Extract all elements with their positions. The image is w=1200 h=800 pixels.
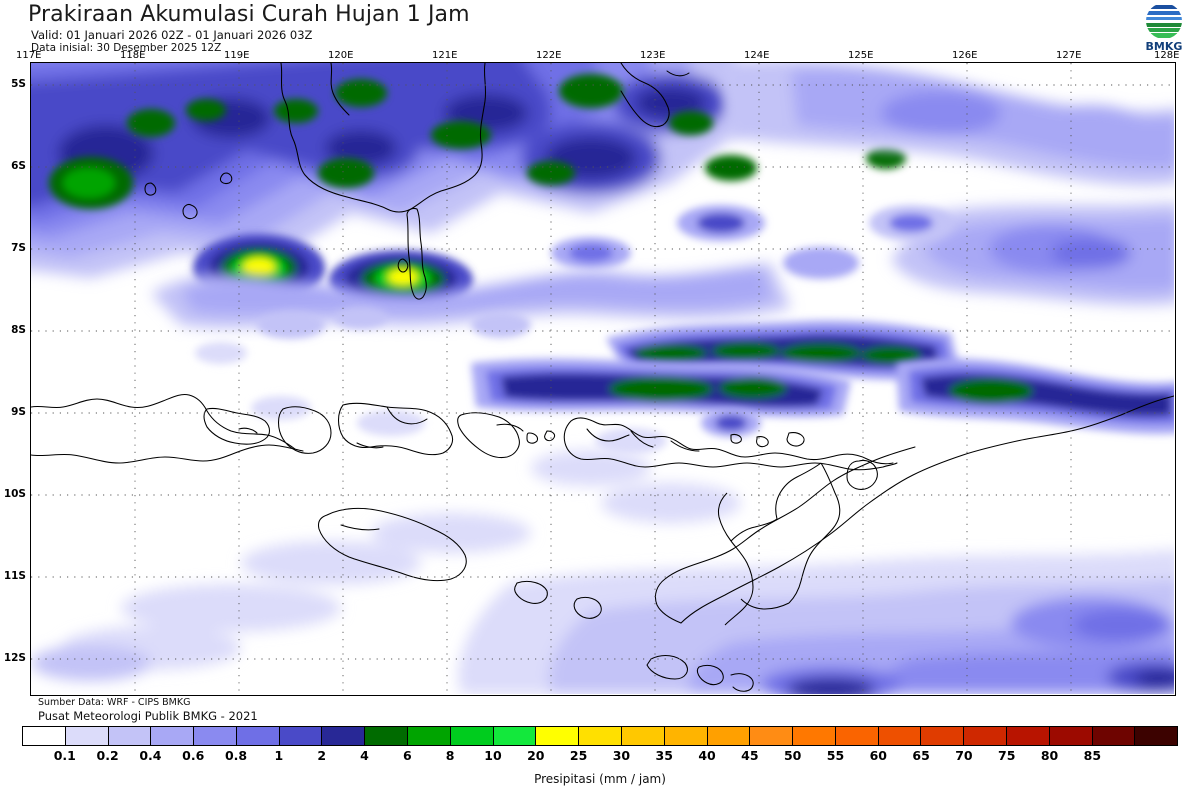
initial-data-text: Data inisial: 30 Desember 2025 12Z [31,42,222,54]
colorbar-tick-75: 75 [998,748,1016,763]
organization-text: Pusat Meteorologi Publik BMKG - 2021 [38,709,258,723]
coastlines [31,63,1174,692]
colorbar-swatch-0[interactable] [23,727,66,745]
colorbar-swatch-23[interactable] [1006,727,1050,745]
lon-label-124e: 124E [744,50,770,61]
lon-label-119e: 119E [224,50,250,61]
colorbar-swatch-21[interactable] [921,727,965,745]
colorbar-tick-0.1: 0.1 [53,748,76,763]
border-line [717,460,878,626]
colorbar-swatch-13[interactable] [579,727,622,745]
colorbar-swatch-4[interactable] [194,727,237,745]
precipitation-map[interactable] [30,62,1176,696]
colorbar-tick-85: 85 [1083,748,1102,763]
lat-label-7s: 7S [11,242,26,254]
colorbar-swatch-14[interactable] [621,727,665,745]
lat-label-10s: 10S [3,488,26,500]
colorbar-tick-4: 4 [360,748,369,763]
colorbar-swatch-25[interactable] [1092,727,1136,745]
colorbar-swatch-1[interactable] [65,727,109,745]
colorbar-tick-0.6: 0.6 [182,748,205,763]
lon-label-126e: 126E [952,50,978,61]
colorbar-swatch-8[interactable] [365,727,409,745]
map-canvas [31,63,1174,694]
colorbar-swatch-18[interactable] [793,727,836,745]
lat-label-9s: 9S [11,406,26,418]
lon-label-120e: 120E [328,50,354,61]
colorbar-tick-20: 20 [527,748,545,763]
colorbar-swatch-3[interactable] [151,727,195,745]
colorbar[interactable] [22,726,1178,746]
lon-label-123e: 123E [640,50,666,61]
colorbar-swatch-26[interactable] [1135,727,1178,745]
colorbar-swatch-2[interactable] [108,727,152,745]
lat-label-11s: 11S [3,570,26,582]
colorbar-tick-40: 40 [698,748,716,763]
bmkg-logo-text: BMKG [1145,40,1183,53]
colorbar-tick-0.4: 0.4 [139,748,162,763]
lat-label-6s: 6S [11,160,26,172]
colorbar-tick-6: 6 [402,748,412,763]
data-source-text: Sumber Data: WRF - CIPS BMKG [38,697,191,708]
colorbar-tick-45: 45 [741,748,759,763]
colorbar-swatch-16[interactable] [707,727,751,745]
lon-label-127e: 127E [1056,50,1082,61]
lon-label-118e: 118E [120,50,146,61]
bmkg-logo-disc-icon [1146,3,1182,39]
colorbar-ticks: 0.1 0.2 0.4 0.6 0.8 1 2 4 6 8 10 20 25 30 35 40 45 50 55 60… [22,748,1178,764]
colorbar-tick-0.8: 0.8 [224,748,248,763]
colorbar-swatch-7[interactable] [322,727,366,745]
graticule [31,63,1174,694]
colorbar-swatch-12[interactable] [536,727,580,745]
colorbar-swatch-17[interactable] [750,727,794,745]
colorbar-swatch-9[interactable] [408,727,451,745]
lat-label-5s: 5S [11,78,26,90]
page-title: Prakiraan Akumulasi Curah Hujan 1 Jam [28,2,470,27]
colorbar-tick-10: 10 [484,748,502,763]
lon-label-125e: 125E [848,50,874,61]
lon-label-122e: 122E [536,50,562,61]
colorbar-tick-70: 70 [955,748,973,763]
lon-label-121e: 121E [432,50,458,61]
colorbar-tick-35: 35 [655,748,673,763]
colorbar-tick-30: 30 [612,748,631,763]
colorbar-tick-2: 2 [317,748,327,763]
colorbar-swatch-24[interactable] [1049,727,1093,745]
colorbar-swatch-10[interactable] [450,727,494,745]
colorbar-swatch-6[interactable] [279,727,323,745]
lat-label-8s: 8S [11,324,26,336]
colorbar-tick-60: 60 [869,748,887,763]
bmkg-logo: BMKG [1140,3,1188,55]
colorbar-label: Presipitasi (mm / jam) [534,772,666,786]
lat-label-12s: 12S [3,652,26,664]
colorbar-tick-50: 50 [783,748,802,763]
colorbar-swatch-20[interactable] [878,727,922,745]
colorbar-swatch-19[interactable] [835,727,879,745]
header: Prakiraan Akumulasi Curah Hujan 1 Jam Va… [0,0,1200,58]
southern-diffuse-precip [458,549,1174,694]
colorbar-tick-8: 8 [445,748,455,763]
colorbar-tick-1: 1 [274,748,284,763]
lon-label-128e: 128E [1154,50,1180,61]
lon-label-117e: 117E [16,50,42,61]
colorbar-tick-80: 80 [1040,748,1059,763]
colorbar-swatch-11[interactable] [493,727,537,745]
valid-period-text: Valid: 01 Januari 2026 02Z - 01 Januari … [31,28,313,42]
colorbar-swatch-15[interactable] [664,727,708,745]
colorbar-tick-55: 55 [826,748,845,763]
colorbar-swatch-22[interactable] [964,727,1007,745]
colorbar-swatch-5[interactable] [236,727,280,745]
colorbar-tick-25: 25 [569,748,588,763]
colorbar-tick-65: 65 [912,748,930,763]
precipitation-field [31,63,1174,694]
colorbar-tick-0.2: 0.2 [96,748,119,763]
